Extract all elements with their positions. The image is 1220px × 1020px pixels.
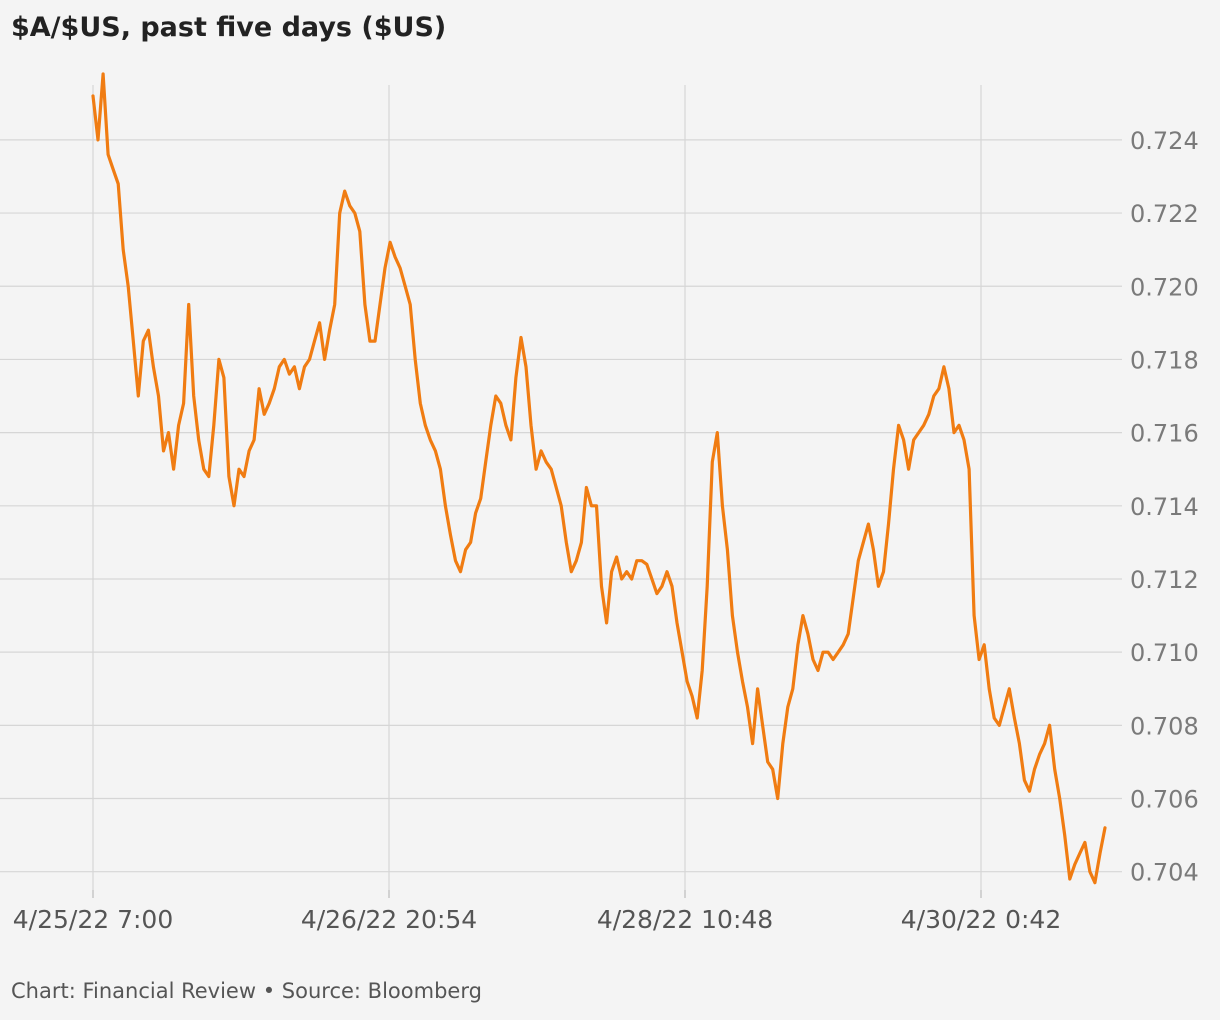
x-tick-label: 4/30/22 0:42 — [901, 905, 1061, 934]
x-tick-label: 4/25/22 7:00 — [13, 905, 173, 934]
y-tick-label: 0.714 — [1130, 493, 1199, 521]
grid-layer — [0, 85, 1122, 890]
y-tick-label: 0.722 — [1130, 200, 1199, 228]
footer-separator: • — [262, 979, 276, 1003]
y-tick-label: 0.710 — [1130, 639, 1199, 667]
x-tick-label: 4/28/22 10:48 — [597, 905, 773, 934]
aud-usd-series-line — [91, 72, 1107, 885]
y-axis: 0.704 0.706 0.708 0.710 0.712 0.714 0.716 0.718… — [1130, 127, 1199, 887]
y-tick-label: 0.724 — [1130, 127, 1199, 155]
y-tick-label: 0.718 — [1130, 346, 1199, 374]
y-tick-label: 0.712 — [1130, 566, 1199, 594]
y-tick-label: 0.704 — [1130, 859, 1199, 887]
chart-footer: Chart: Financial Review • Source: Bloomb… — [11, 979, 482, 1003]
y-tick-label: 0.716 — [1130, 420, 1199, 448]
line-chart: 4/25/22 7:00 4/26/22 20:54 4/28/22 10:48 4/… — [0, 72, 1199, 934]
series-layer — [91, 72, 1107, 885]
x-tick-label: 4/26/22 20:54 — [301, 905, 477, 934]
y-tick-label: 0.706 — [1130, 786, 1199, 814]
source-credit: Source: Bloomberg — [281, 979, 482, 1003]
chart-credit: Chart: Financial Review — [11, 979, 257, 1003]
x-axis: 4/25/22 7:00 4/26/22 20:54 4/28/22 10:48 4/… — [13, 890, 1061, 934]
chart-title: $A/$US, past five days ($US) — [11, 12, 447, 43]
y-tick-label: 0.708 — [1130, 712, 1199, 740]
y-tick-label: 0.720 — [1130, 273, 1199, 301]
